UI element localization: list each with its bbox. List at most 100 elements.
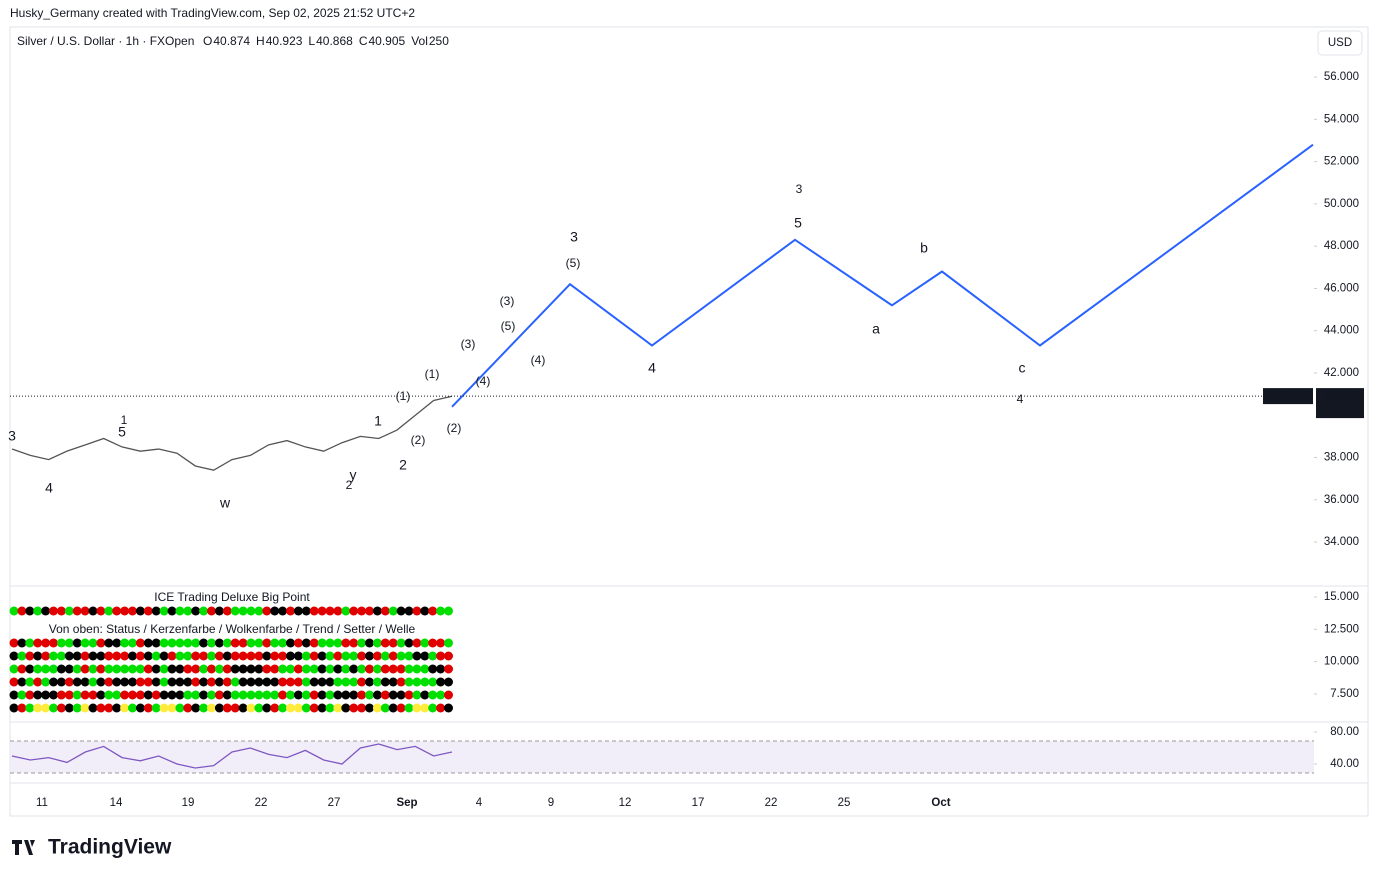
indicator-dot bbox=[80, 690, 90, 700]
indicator-dot bbox=[230, 677, 240, 687]
indicator-dot bbox=[270, 703, 280, 713]
indicator-dot bbox=[96, 638, 106, 648]
indicator-dot bbox=[412, 638, 422, 648]
indicator-dot bbox=[128, 690, 137, 700]
indicator-dot bbox=[199, 638, 209, 648]
indicator-dot bbox=[396, 638, 406, 648]
indicator-dot bbox=[112, 703, 122, 713]
y-tick-label: 80.00 bbox=[1330, 726, 1359, 738]
y-tick-label: 44.000 bbox=[1324, 325, 1359, 337]
indicator-dot bbox=[214, 651, 224, 661]
indicator-dot bbox=[341, 664, 351, 674]
indicator-dot bbox=[388, 677, 398, 687]
indicator-dot bbox=[286, 651, 295, 661]
indicator-dot bbox=[309, 606, 319, 616]
indicator-dot bbox=[436, 677, 446, 687]
ohlc-value: 40.868 bbox=[316, 34, 353, 48]
indicator-dot bbox=[412, 606, 422, 616]
indicator-dot bbox=[444, 638, 453, 648]
indicator-dot bbox=[238, 677, 248, 687]
currency-button[interactable] bbox=[1317, 30, 1363, 56]
indicator-dot bbox=[349, 606, 359, 616]
rsi-band bbox=[10, 741, 1314, 773]
indicator-dot bbox=[183, 677, 193, 687]
indicator-dot bbox=[151, 651, 161, 661]
indicator-dot bbox=[88, 606, 98, 616]
x-tick-label: 25 bbox=[838, 797, 851, 809]
indicator-dot bbox=[56, 664, 66, 674]
x-tick-label: 17 bbox=[692, 797, 705, 809]
indicator-dot bbox=[301, 690, 311, 700]
indicator-dot bbox=[191, 703, 201, 713]
indicator-dot bbox=[72, 651, 82, 661]
indicator-dot bbox=[436, 664, 446, 674]
wave-label: 4 bbox=[648, 360, 656, 376]
indicator-dot bbox=[270, 664, 280, 674]
indicator-dot bbox=[301, 638, 311, 648]
indicator-dot bbox=[278, 651, 288, 661]
indicator-dot bbox=[112, 677, 122, 687]
y-tick-label: 40.00 bbox=[1330, 758, 1359, 770]
indicator-dot bbox=[412, 690, 422, 700]
wave-label: (5) bbox=[566, 256, 581, 270]
indicator-dot bbox=[309, 690, 319, 700]
indicator-dot bbox=[278, 690, 288, 700]
y-tick-label: 12.500 bbox=[1324, 623, 1359, 635]
indicator-dot bbox=[230, 664, 240, 674]
indicator-dot bbox=[262, 606, 272, 616]
indicator-dot bbox=[25, 651, 35, 661]
indicator-dot bbox=[372, 651, 382, 661]
indicator-dot bbox=[159, 638, 169, 648]
wave-label: 4 bbox=[45, 480, 53, 496]
indicator-dot bbox=[365, 703, 374, 713]
indicator-dot bbox=[396, 664, 406, 674]
indicator-dot bbox=[9, 703, 19, 713]
indicator-dot bbox=[444, 690, 453, 700]
indicator-dot bbox=[372, 677, 382, 687]
indicator-dot bbox=[420, 690, 430, 700]
indicator-dot bbox=[120, 664, 130, 674]
indicator-dot bbox=[238, 690, 248, 700]
indicator-dot bbox=[396, 690, 406, 700]
indicator-dot bbox=[357, 638, 367, 648]
indicator-dot bbox=[341, 638, 351, 648]
x-tick-label: 27 bbox=[328, 797, 341, 809]
indicator-dot bbox=[230, 651, 240, 661]
indicator-dot bbox=[72, 677, 82, 687]
indicator-dot bbox=[341, 651, 351, 661]
indicator-dot bbox=[135, 606, 145, 616]
y-tick-label: 38.000 bbox=[1324, 452, 1359, 464]
indicator-dot bbox=[286, 703, 295, 713]
indicator-dot bbox=[96, 606, 106, 616]
wave-label: 1 bbox=[121, 413, 128, 427]
indicator-dot bbox=[135, 703, 145, 713]
logo-text: TradingView bbox=[48, 836, 172, 859]
indicator-dot bbox=[293, 638, 303, 648]
indicator-dot bbox=[56, 638, 66, 648]
indicator-dot bbox=[17, 664, 27, 674]
indicator-dot bbox=[9, 606, 19, 616]
indicator-dot bbox=[207, 703, 216, 713]
indicator-dot bbox=[191, 638, 201, 648]
indicator-dot bbox=[104, 677, 114, 687]
indicator-dot bbox=[49, 651, 58, 661]
indicator-dot bbox=[325, 664, 335, 674]
indicator-dot bbox=[9, 651, 19, 661]
indicator-dot bbox=[80, 651, 90, 661]
indicator-dot bbox=[33, 638, 43, 648]
indicator-dot bbox=[17, 638, 27, 648]
indicator-dot bbox=[412, 651, 422, 661]
indicator-dot bbox=[444, 677, 453, 687]
indicator-dot bbox=[372, 606, 382, 616]
indicator-dot bbox=[333, 638, 343, 648]
indicator-dot bbox=[207, 664, 216, 674]
indicator-dot bbox=[278, 638, 288, 648]
indicator-dot bbox=[96, 651, 106, 661]
indicator-dot bbox=[286, 606, 295, 616]
indicator-dot bbox=[333, 664, 343, 674]
y-tick-label: 54.000 bbox=[1324, 113, 1359, 125]
ohlc: O 40.874 H 40.923 L 40.868 C 40.905 Vol 250 bbox=[203, 34, 449, 48]
indicator-dot bbox=[41, 690, 51, 700]
indicator-dot bbox=[167, 703, 177, 713]
indicator-dot bbox=[286, 677, 295, 687]
